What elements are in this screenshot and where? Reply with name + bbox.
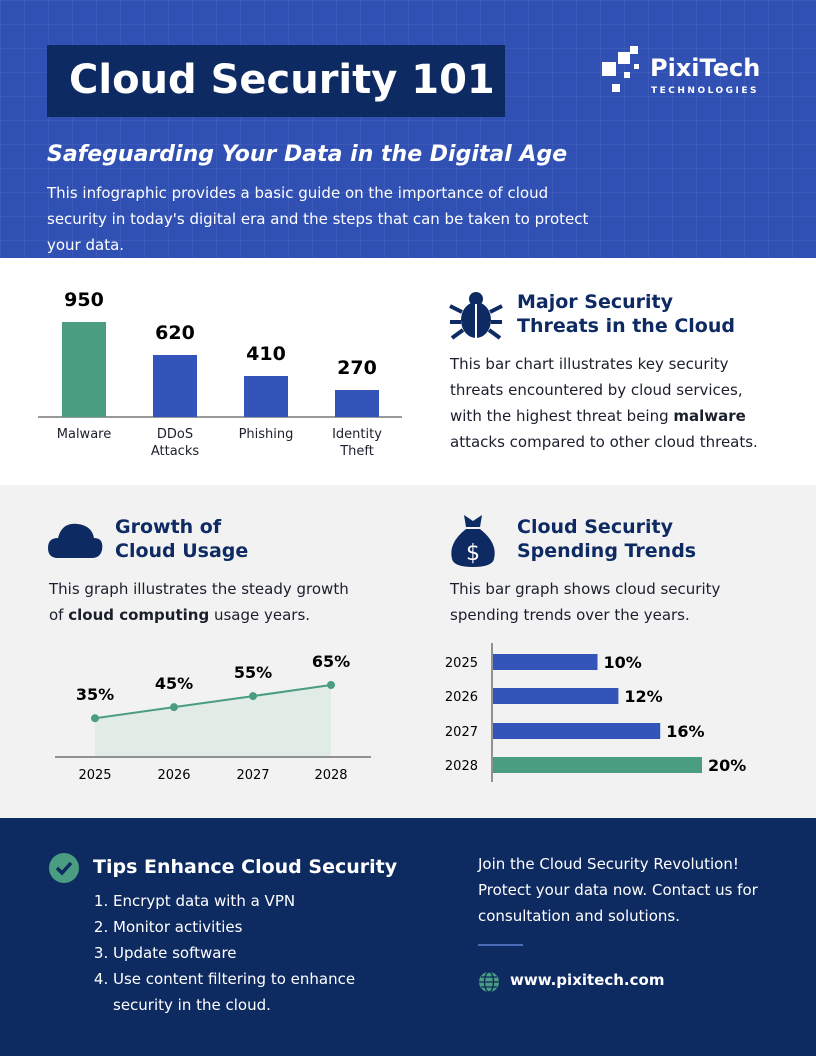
tips-list: Encrypt data with a VPNMonitor activitie…: [95, 888, 383, 1018]
x-tick-label: DDoS Attacks: [150, 427, 200, 459]
title: Cloud Security 101: [69, 57, 495, 103]
cta-text: Join the Cloud Security Revolution! Prot…: [478, 855, 758, 925]
tip-item: Encrypt data with a VPN: [113, 888, 383, 914]
bar: [153, 355, 197, 417]
divider: [478, 944, 523, 946]
x-tick-label: Phishing: [238, 427, 294, 442]
text: This bar chart illustrates key security …: [450, 355, 743, 425]
value-label: 620: [155, 322, 195, 344]
value-label: 950: [64, 289, 104, 311]
website[interactable]: www.pixitech.com: [510, 971, 665, 989]
money-bag-icon: $: [451, 515, 495, 567]
logo-name: PixiTech: [650, 54, 761, 82]
section-heading: Major Security Threats in the Cloud: [517, 291, 735, 337]
bar: [62, 322, 106, 417]
logo-icon: [602, 46, 639, 92]
section-text: This bar graph shows cloud security spen…: [450, 580, 721, 624]
bar: [244, 376, 288, 417]
check-icon: [49, 853, 79, 883]
cloud-icon: [48, 523, 103, 558]
bar: [335, 390, 379, 417]
text: attacks compared to other cloud threats.: [450, 433, 758, 451]
logo-sub: TECHNOLOGIES: [651, 86, 760, 96]
x-tick-label: Malware: [56, 427, 112, 442]
text: This graph illustrates the steady growth…: [49, 580, 349, 624]
text-bold: malware: [673, 407, 746, 425]
globe-icon: [479, 971, 499, 993]
section-text: This bar chart illustrates key security …: [450, 351, 760, 455]
tips-heading: Tips Enhance Cloud Security: [93, 856, 398, 878]
x-tick-label: Identity Theft: [332, 427, 382, 459]
value-label: 270: [337, 357, 377, 379]
tip-item: Monitor activities: [113, 914, 383, 940]
text-bold: cloud computing: [68, 606, 210, 624]
tip-item: Update software: [113, 940, 383, 966]
header: Cloud Security 101 PixiTech TECHNOLOGIES…: [0, 0, 816, 258]
tip-item: Use content filtering to enhance securit…: [113, 966, 383, 1018]
text: usage years.: [209, 606, 311, 624]
intro: This infographic provides a basic guide …: [47, 184, 589, 254]
subtitle: Safeguarding Your Data in the Digital Ag…: [47, 142, 568, 167]
section-heading: Cloud Security Spending Trends: [517, 516, 697, 562]
value-label: 410: [246, 343, 286, 365]
svg-text:$: $: [466, 541, 480, 566]
bug-icon: [449, 292, 503, 340]
section-text: This graph illustrates the steady growth…: [49, 576, 359, 628]
section-heading: Growth of Cloud Usage: [115, 516, 249, 562]
title-box: Cloud Security 101: [47, 45, 505, 117]
footer-bg: [0, 818, 816, 1056]
